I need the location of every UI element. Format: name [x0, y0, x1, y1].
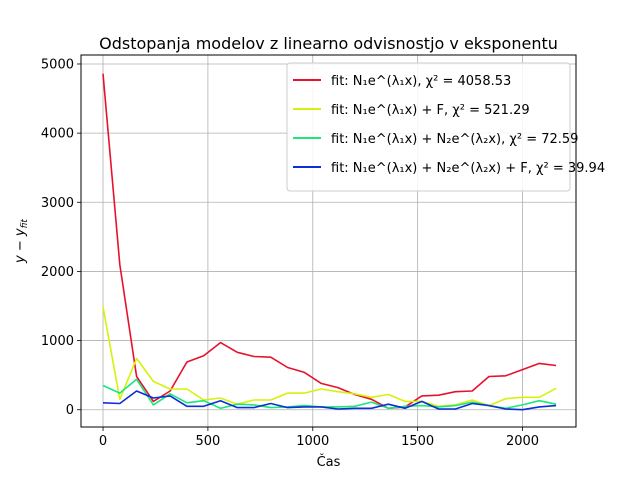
- legend-entry-1: fit: N₁e^(λ₁x), χ² = 4058.53: [331, 74, 511, 89]
- x-tick-label: 2000: [506, 434, 539, 449]
- chart-title: Odstopanja modelov z linearno odvisnostj…: [99, 34, 558, 53]
- legend-entry-4: fit: N₁e^(λ₁x) + N₂e^(λ₂x) + F, χ² = 39.…: [331, 161, 605, 176]
- x-tick-label: 1500: [401, 434, 434, 449]
- y-tick-label: 1000: [41, 334, 74, 349]
- series-line-1: [102, 73, 557, 410]
- y-tick-label: 0: [66, 403, 74, 418]
- y-tick-label: 3000: [41, 196, 74, 211]
- x-tick-label: 500: [195, 434, 220, 449]
- series-line-2: [102, 306, 557, 408]
- x-axis-label: Čas: [317, 454, 341, 470]
- x-tick-label: 1000: [296, 434, 329, 449]
- ticks: 0 500 1000 1500 2000 0 1000 2000 3000 4000 5000: [41, 57, 539, 449]
- series-group: [102, 73, 557, 411]
- svg-text:y − yfit: y − yfit: [13, 219, 30, 264]
- y-tick-label: 4000: [41, 127, 74, 142]
- plot-frame: [80, 54, 577, 428]
- y-tick-label: 2000: [41, 265, 74, 280]
- legend-entry-3: fit: N₁e^(λ₁x) + N₂e^(λ₂x), χ² = 72.59: [331, 132, 578, 147]
- legend-entry-2: fit: N₁e^(λ₁x) + F, χ² = 521.29: [331, 103, 530, 118]
- y-tick-label: 5000: [41, 57, 74, 72]
- x-tick-label: 0: [99, 434, 107, 449]
- series-line-4: [102, 390, 557, 411]
- legend: fit: N₁e^(λ₁x), χ² = 4058.53 fit: N₁e^(λ₁…: [286, 62, 605, 192]
- y-axis-label: y − yfit: [13, 219, 30, 264]
- legend-box: [286, 62, 571, 192]
